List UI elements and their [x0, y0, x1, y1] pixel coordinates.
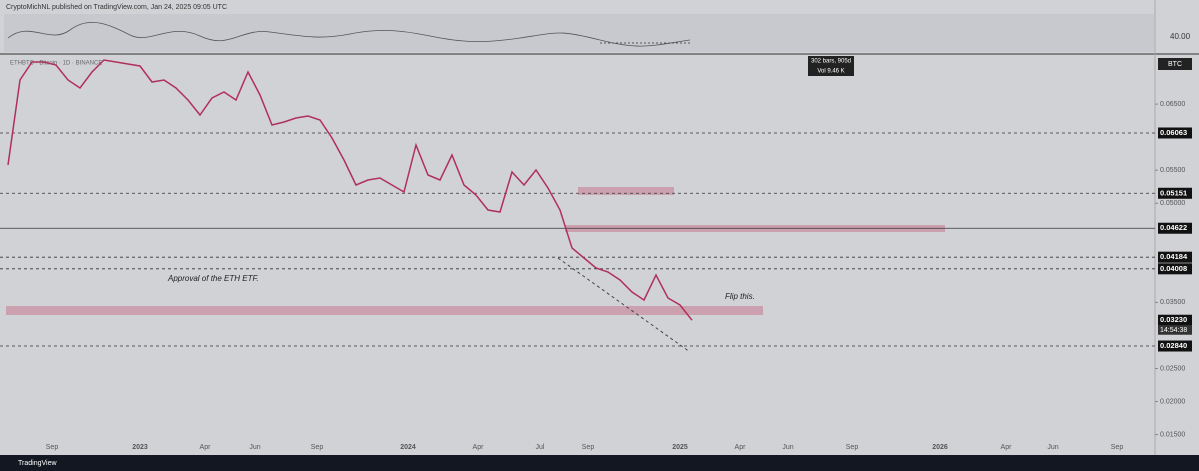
- footer: [0, 455, 1199, 471]
- tooltip-volume: Vol 9.46 K: [817, 69, 844, 75]
- rsi-level: 40.00: [1170, 32, 1191, 41]
- x-tick-label: 2024: [400, 444, 416, 451]
- annotation: Approval of the ETH ETF.: [167, 274, 259, 283]
- annotation: Flip this.: [725, 292, 755, 301]
- x-tick-label: Jul: [536, 444, 545, 451]
- rsi-pane: [4, 14, 1154, 52]
- level-badge: [1158, 127, 1192, 139]
- zone: [578, 187, 674, 195]
- level-badge: [1158, 222, 1192, 234]
- level-label: 0.06063: [1160, 128, 1187, 137]
- currency: BTC: [1168, 61, 1182, 68]
- level-badge: [1158, 251, 1192, 263]
- x-tick-label: Sep: [582, 444, 595, 451]
- y-tick-label: 0.02000: [1160, 398, 1185, 405]
- x-tick-label: 2023: [132, 444, 148, 451]
- y-tick-label: 0.05500: [1160, 167, 1185, 174]
- tooltip-bars: 302 bars, 905d: [811, 59, 851, 65]
- y-tick-label: 0.02500: [1160, 365, 1185, 372]
- level-label: 0.05151: [1160, 188, 1187, 197]
- level-label: 0.04622: [1160, 223, 1187, 232]
- x-tick-label: Jun: [782, 444, 793, 451]
- y-tick-label: 0.06500: [1160, 101, 1185, 108]
- x-tick-label: Sep: [311, 444, 324, 451]
- x-tick-label: Sep: [46, 444, 59, 451]
- countdown: 14:54:38: [1160, 327, 1187, 334]
- level-label: 0.04008: [1160, 264, 1187, 273]
- level-badge: [1158, 340, 1192, 352]
- level-badge: [1158, 187, 1192, 199]
- countdown-badge: [1158, 325, 1192, 335]
- rsi-line: [7, 22, 691, 47]
- x-tick-label: Jun: [249, 444, 260, 451]
- x-tick-label: Sep: [1111, 444, 1124, 451]
- tooltip-box: [808, 56, 854, 76]
- x-tick-label: 2026: [932, 444, 948, 451]
- symbol-legend: ETHBTC · Bitcoin · 1D · BINANCE: [10, 61, 102, 67]
- level-badge: [1158, 263, 1192, 275]
- attribution: CryptoMichNL published on TradingView.co…: [6, 4, 227, 11]
- zone: [6, 306, 763, 315]
- level-label: 0.04184: [1160, 252, 1188, 261]
- y-tick-label: 0.03500: [1160, 299, 1185, 306]
- x-tick-label: Sep: [846, 444, 859, 451]
- currency-badge: [1158, 58, 1192, 70]
- x-tick-label: Apr: [735, 444, 747, 451]
- x-tick-label: Apr: [473, 444, 485, 451]
- x-tick-label: Apr: [1001, 444, 1013, 451]
- y-tick-label: 0.01500: [1160, 431, 1185, 438]
- level-label: 0.03230: [1160, 315, 1187, 324]
- level-badge: [1158, 314, 1192, 326]
- level-label: 0.02840: [1160, 341, 1187, 350]
- y-tick-label: 0.05000: [1160, 200, 1185, 207]
- x-tick-label: 2025: [672, 444, 688, 451]
- price-line: [7, 59, 693, 321]
- brand: TradingView: [18, 460, 57, 467]
- x-tick-label: Apr: [200, 444, 212, 451]
- x-tick-label: Jun: [1047, 444, 1058, 451]
